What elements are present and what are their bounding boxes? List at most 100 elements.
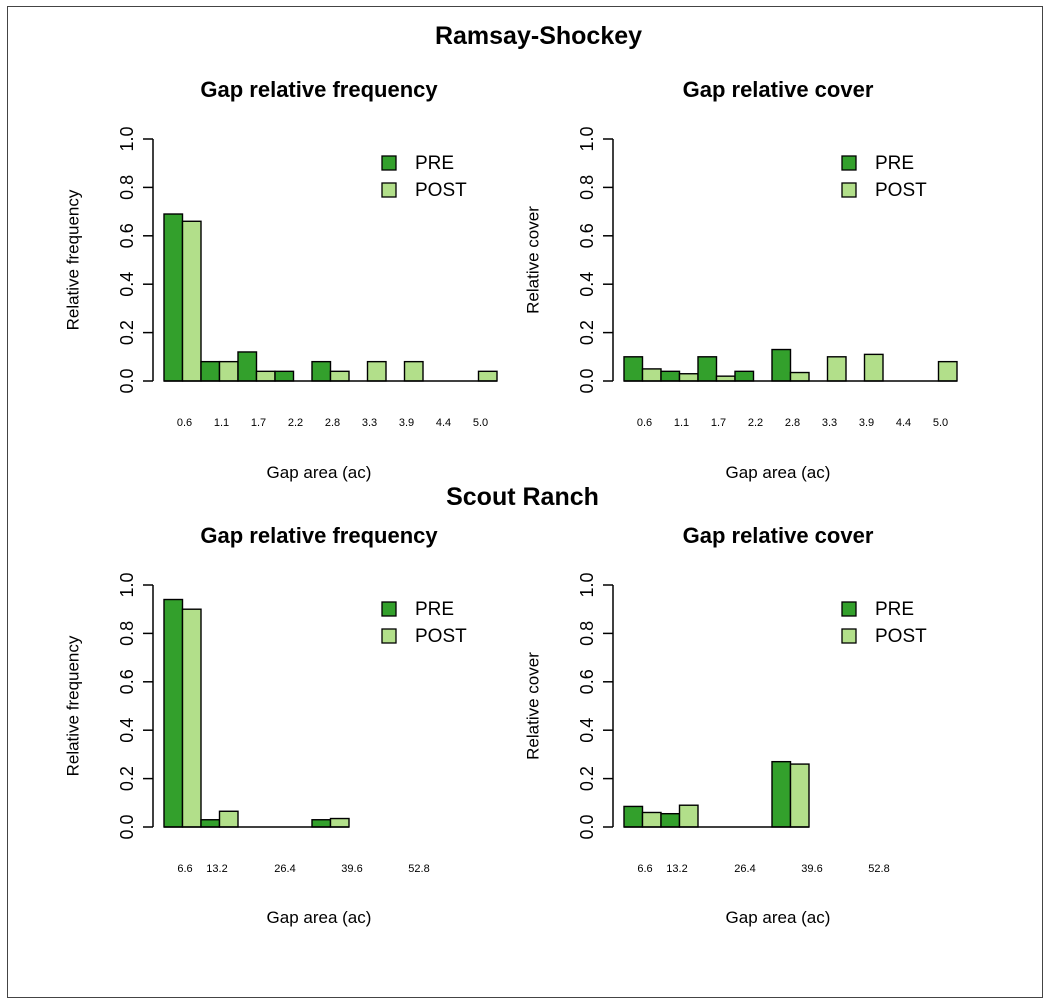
post-bar <box>789 763 810 828</box>
y-tick-label: 0.4 <box>117 272 137 297</box>
legend-swatch-post <box>381 628 397 644</box>
x-tick-label: 0.6 <box>177 417 192 429</box>
section-title-scout-ranch: Scout Ranch <box>446 483 599 511</box>
chart-title: Gap relative cover <box>683 523 874 548</box>
x-tick-label: 52.8 <box>868 863 889 875</box>
legend-swatch-pre <box>841 601 857 617</box>
y-tick-label: 0.2 <box>117 766 137 791</box>
y-tick-label: 0.8 <box>577 621 597 646</box>
legend-swatch-pre <box>381 601 397 617</box>
post-bar <box>477 370 498 382</box>
x-tick-label: 6.6 <box>637 863 652 875</box>
y-tick-label: 0.0 <box>117 814 137 839</box>
x-tick-label: 1.7 <box>711 417 726 429</box>
x-axis-label: Gap area (ac) <box>267 908 372 927</box>
x-tick-label: 26.4 <box>734 863 755 875</box>
x-tick-label: 3.3 <box>822 417 837 429</box>
y-tick-label: 1.0 <box>577 572 597 597</box>
post-bar <box>329 817 350 828</box>
y-tick-label: 0.0 <box>117 368 137 393</box>
legend-label-pre: PRE <box>415 153 454 174</box>
pre-bar <box>771 760 792 828</box>
x-tick-label: 3.3 <box>362 417 377 429</box>
pre-bar <box>660 812 681 828</box>
figure-frame <box>7 6 1043 998</box>
pre-bar <box>734 370 755 382</box>
post-bar <box>641 368 662 382</box>
x-tick-label: 3.9 <box>399 417 414 429</box>
post-bar <box>678 373 699 382</box>
pre-bar <box>274 370 295 382</box>
legend-label-pre: PRE <box>875 599 914 620</box>
post-bar <box>181 220 202 382</box>
post-bar <box>218 810 239 828</box>
legend-swatch-post <box>841 182 857 198</box>
pre-bar <box>697 356 718 382</box>
x-tick-label: 5.0 <box>933 417 948 429</box>
y-tick-label: 0.6 <box>577 223 597 248</box>
x-tick-label: 5.0 <box>473 417 488 429</box>
x-tick-label: 2.8 <box>785 417 800 429</box>
chart-title: Gap relative frequency <box>200 523 438 548</box>
x-tick-label: 1.1 <box>214 417 229 429</box>
legend-label-pre: PRE <box>875 153 914 174</box>
x-tick-label: 2.8 <box>325 417 340 429</box>
y-tick-label: 0.4 <box>117 718 137 743</box>
x-axis-label: Gap area (ac) <box>726 463 831 482</box>
legend-label-post: POST <box>415 626 467 647</box>
x-tick-label: 26.4 <box>274 863 295 875</box>
post-bar <box>255 370 276 382</box>
x-tick-label: 52.8 <box>408 863 429 875</box>
x-tick-label: 1.1 <box>674 417 689 429</box>
legend-label-post: POST <box>875 180 927 201</box>
post-bar <box>366 360 387 382</box>
y-tick-label: 0.6 <box>577 669 597 694</box>
post-bar <box>789 371 810 382</box>
post-bar <box>181 608 202 828</box>
x-tick-label: 6.6 <box>177 863 192 875</box>
pre-bar <box>623 805 644 828</box>
y-tick-label: 0.4 <box>577 272 597 297</box>
pre-bar <box>623 356 644 382</box>
section-title-ramsay-shockey: Ramsay-Shockey <box>434 22 643 50</box>
x-axis-label: Gap area (ac) <box>726 908 831 927</box>
y-axis-label: Relative cover <box>524 652 543 760</box>
post-bar <box>403 360 424 382</box>
pre-bar <box>771 348 792 382</box>
pre-bar <box>200 360 221 382</box>
y-tick-label: 0.8 <box>117 621 137 646</box>
pre-bar <box>163 598 184 828</box>
legend-swatch-post <box>381 182 397 198</box>
x-tick-label: 4.4 <box>896 417 911 429</box>
x-tick-label: 39.6 <box>341 863 362 875</box>
post-bar <box>826 356 847 382</box>
legend-label-post: POST <box>875 626 927 647</box>
y-tick-label: 0.4 <box>577 718 597 743</box>
pre-bar <box>311 360 332 382</box>
chart-title: Gap relative cover <box>683 77 874 102</box>
y-tick-label: 1.0 <box>577 126 597 151</box>
x-tick-label: 39.6 <box>801 863 822 875</box>
post-bar <box>329 370 350 382</box>
post-bar <box>641 811 662 828</box>
y-tick-label: 0.0 <box>577 368 597 393</box>
x-tick-label: 3.9 <box>859 417 874 429</box>
y-tick-label: 0.8 <box>577 175 597 200</box>
x-tick-label: 13.2 <box>666 863 687 875</box>
y-tick-label: 0.8 <box>117 175 137 200</box>
x-axis-label: Gap area (ac) <box>267 463 372 482</box>
y-axis-label: Relative cover <box>524 206 543 314</box>
post-bar <box>937 360 958 382</box>
y-axis-label: Relative frequency <box>64 635 83 776</box>
post-bar <box>678 804 699 828</box>
x-tick-label: 2.2 <box>748 417 763 429</box>
legend-label-post: POST <box>415 180 467 201</box>
legend-label-pre: PRE <box>415 599 454 620</box>
pre-bar <box>163 213 184 382</box>
post-bar <box>863 353 884 382</box>
pre-bar <box>200 819 221 828</box>
pre-bar <box>311 819 332 828</box>
legend-swatch-post <box>841 628 857 644</box>
y-tick-label: 1.0 <box>117 572 137 597</box>
